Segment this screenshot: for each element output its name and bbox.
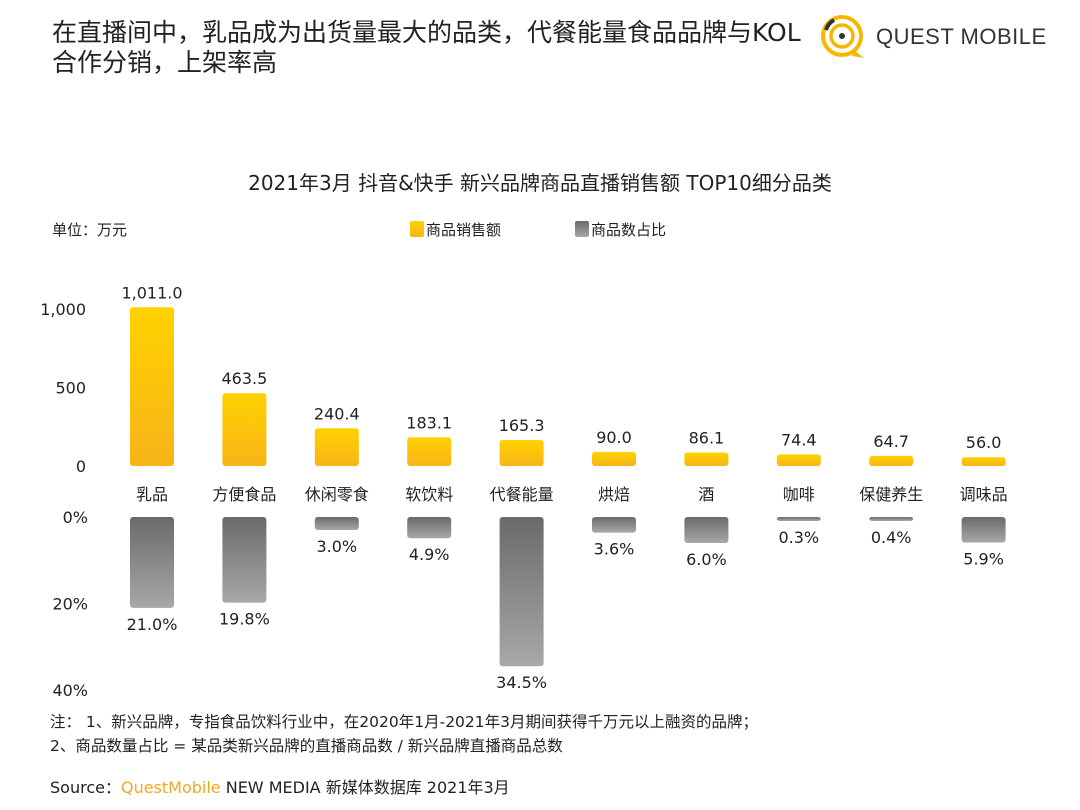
data-label-share: 0.4% (871, 528, 912, 547)
logo-icon (821, 15, 864, 58)
category-label: 乳品 (136, 485, 168, 504)
y-tick-sales: 0 (76, 457, 86, 476)
category-label: 调味品 (960, 485, 1008, 504)
y-tick-share: 40% (52, 681, 88, 700)
data-label-sales: 64.7 (873, 432, 909, 451)
data-label-share: 5.9% (963, 550, 1004, 569)
bar-share (499, 517, 544, 667)
legend-label-sales: 商品销售额 (426, 221, 501, 239)
data-label-share: 4.9% (409, 545, 450, 564)
category-label: 保健养生 (859, 485, 923, 504)
source-prefix: Source： (50, 778, 121, 797)
data-label-sales: 1,011.0 (121, 283, 182, 302)
category-label: 休闲零食 (305, 485, 369, 504)
note-1: 注： 1、新兴品牌，专指食品饮料行业中，在2020年1月-2021年3月期间获得… (50, 713, 759, 731)
legend-swatch-sales (410, 221, 424, 237)
bar-sales (222, 393, 267, 466)
category-label: 烘焙 (598, 485, 630, 504)
legend-swatch-share (575, 221, 589, 237)
notes: 注： 1、新兴品牌，专指食品饮料行业中，在2020年1月-2021年3月期间获得… (50, 710, 758, 758)
data-label-sales: 183.1 (406, 413, 452, 432)
data-label-share: 6.0% (686, 550, 727, 569)
bar-sales (776, 454, 821, 466)
y-tick-share: 0% (63, 508, 88, 527)
data-label-share: 19.8% (219, 610, 270, 629)
category-label: 酒 (698, 485, 714, 504)
bar-share (314, 517, 359, 530)
bar-share (776, 517, 821, 521)
bar-sales (130, 307, 174, 466)
bar-share (592, 517, 636, 533)
bar-share (961, 517, 1006, 543)
chart-title: 2021年3月 抖音&快手 新兴品牌商品直播销售额 TOP10细分品类 (248, 171, 832, 195)
category-label: 软饮料 (405, 485, 453, 504)
data-label-share: 3.6% (594, 540, 635, 559)
questmobile-logo: QUEST MOBILE (818, 12, 1047, 62)
data-label-sales: 165.3 (499, 416, 545, 435)
category-label: 方便食品 (212, 485, 276, 504)
logo-text: QUEST MOBILE (876, 24, 1047, 49)
y-tick-sales: 500 (55, 379, 86, 398)
bar-sales (314, 428, 359, 466)
bar-sales (869, 455, 914, 466)
data-label-sales: 240.4 (314, 404, 360, 423)
bar-sales (684, 452, 729, 466)
bar-sales (592, 451, 636, 466)
data-label-share: 0.3% (778, 528, 819, 547)
source-rest: NEW MEDIA 新媒体数据库 2021年3月 (220, 778, 510, 797)
source: Source：QuestMobile NEW MEDIA 新媒体数据库 2021… (50, 774, 510, 798)
category-label: 咖啡 (783, 485, 815, 504)
data-label-sales: 74.4 (781, 430, 817, 449)
y-tick-sales: 1,000 (40, 300, 86, 319)
bar-sales (961, 457, 1006, 466)
chart: 2021年3月 抖音&快手 新兴品牌商品直播销售额 TOP10细分品类 单位：万… (40, 171, 1008, 700)
bar-share (222, 517, 267, 603)
legend: 商品销售额 商品数占比 (410, 221, 666, 239)
bar-sales (407, 437, 452, 466)
bar-sales (499, 440, 544, 466)
bar-share (130, 517, 174, 608)
data-label-sales: 90.0 (596, 428, 632, 447)
data-label-share: 3.0% (316, 537, 357, 556)
data-label-share: 34.5% (496, 673, 547, 692)
bar-share (869, 517, 914, 521)
y-tick-share: 20% (52, 595, 88, 614)
headline: 在直播间中，乳品成为出货量最大的品类，代餐能量食品品牌与KOL合作分销，上架率高 (52, 18, 801, 77)
category-label: 代餐能量 (490, 485, 554, 504)
legend-label-share: 商品数占比 (591, 221, 666, 239)
data-label-sales: 463.5 (221, 369, 267, 388)
bar-share (684, 517, 729, 543)
data-label-sales: 56.0 (966, 433, 1002, 452)
bar-share (407, 517, 452, 539)
unit-label: 单位：万元 (52, 221, 127, 239)
data-label-sales: 86.1 (689, 428, 725, 447)
note-2: 2、商品数量占比 = 某品类新兴品牌的直播商品数 / 新兴品牌直播商品总数 (50, 737, 563, 755)
source-brand: QuestMobile (120, 778, 221, 797)
data-label-share: 21.0% (127, 615, 178, 634)
